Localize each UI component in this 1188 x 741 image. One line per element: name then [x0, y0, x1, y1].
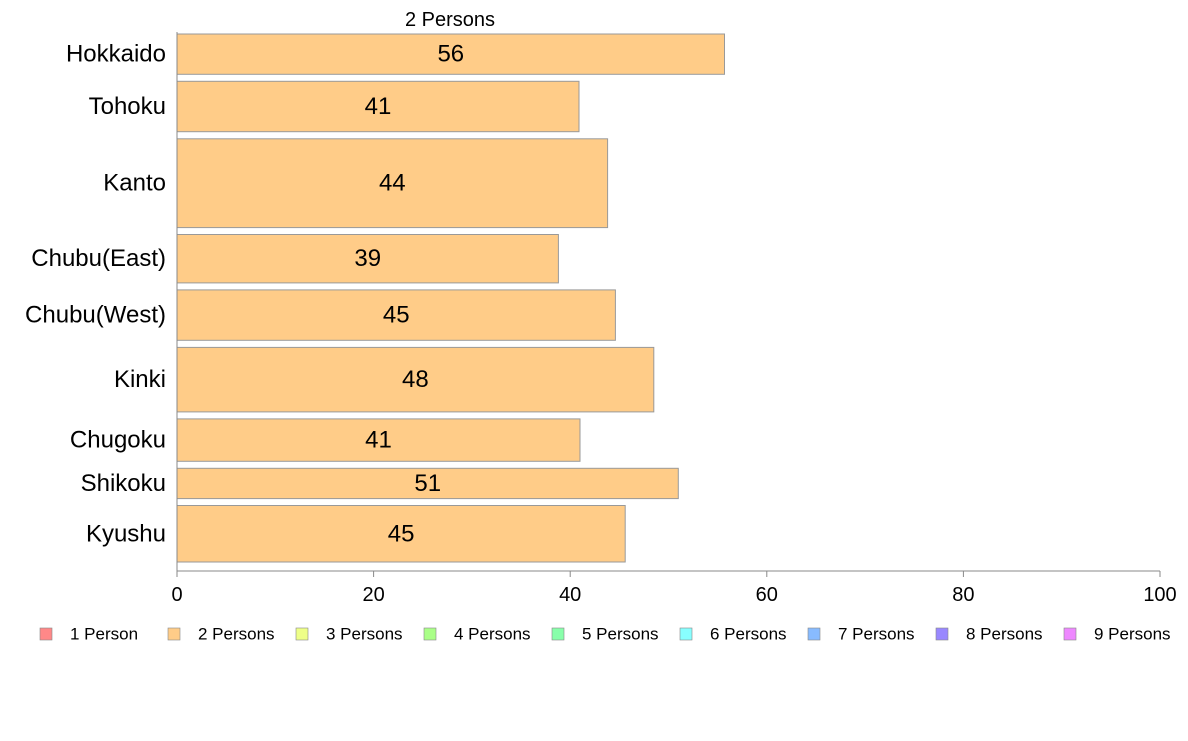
category-label: Kanto — [103, 170, 166, 197]
bars-layer: Hokkaido 56 Tohoku 41 Kanto 44 Chubu(East) 39 Ch… — [25, 33, 725, 563]
data-label: 48 — [402, 366, 429, 393]
category-label: Chugoku — [70, 427, 166, 454]
x-tick-label: 80 — [952, 584, 974, 606]
data-label: 44 — [379, 170, 406, 197]
legend-label: 8 Persons — [966, 625, 1043, 644]
category-label: Tohoku — [89, 93, 166, 120]
bar-tohoku — [176, 80, 580, 133]
legend-swatch — [39, 627, 53, 641]
legend-label: 5 Persons — [582, 625, 659, 644]
legend-swatch — [679, 627, 693, 641]
legend-label: 2 Persons — [198, 625, 275, 644]
legend-label: 4 Persons — [454, 625, 531, 644]
bar-hokkaido — [176, 33, 725, 75]
x-tick-label: 100 — [1143, 584, 1176, 606]
legend-label: 1 Person — [70, 625, 138, 644]
x-tick-label: 20 — [362, 584, 384, 606]
legend-swatch — [295, 627, 309, 641]
data-label: 56 — [437, 41, 464, 68]
bar-kinki — [176, 346, 655, 413]
legend-swatch — [807, 627, 821, 641]
data-label: 39 — [354, 245, 381, 272]
legend-swatch — [935, 627, 949, 641]
legend-label: 6 Persons — [710, 625, 787, 644]
legend-swatch — [167, 627, 181, 641]
category-label: Chubu(East) — [31, 245, 166, 272]
x-tick-label: 40 — [559, 584, 581, 606]
data-label: 41 — [365, 93, 392, 120]
bar-chubu-east — [176, 234, 559, 284]
legend-label: 9 Persons — [1094, 625, 1171, 644]
category-label: Kyushu — [86, 520, 166, 547]
data-label: 51 — [414, 470, 441, 497]
legend-label: 3 Persons — [326, 625, 403, 644]
x-tick-label: 60 — [756, 584, 778, 606]
category-label: Chubu(West) — [25, 302, 166, 329]
legend: 1 Person 2 Persons 3 Persons 4 Persons 5 Per… — [39, 625, 1171, 644]
legend-swatch — [551, 627, 565, 641]
category-label: Kinki — [114, 366, 166, 393]
data-label: 45 — [383, 302, 410, 329]
category-label: Shikoku — [81, 470, 166, 497]
data-label: 45 — [388, 520, 415, 547]
data-label: 41 — [365, 427, 392, 454]
bar-chugoku — [176, 418, 581, 462]
bar-chubu-west — [176, 289, 616, 341]
legend-swatch — [1063, 627, 1077, 641]
legend-label: 7 Persons — [838, 625, 915, 644]
legend-swatch — [423, 627, 437, 641]
bar-kanto — [176, 138, 609, 229]
category-label: Hokkaido — [66, 41, 166, 68]
x-axis: 0 20 40 60 80 100 — [171, 32, 1177, 606]
chart-title: 2 Persons — [405, 9, 495, 31]
x-tick-label: 0 — [171, 584, 182, 606]
